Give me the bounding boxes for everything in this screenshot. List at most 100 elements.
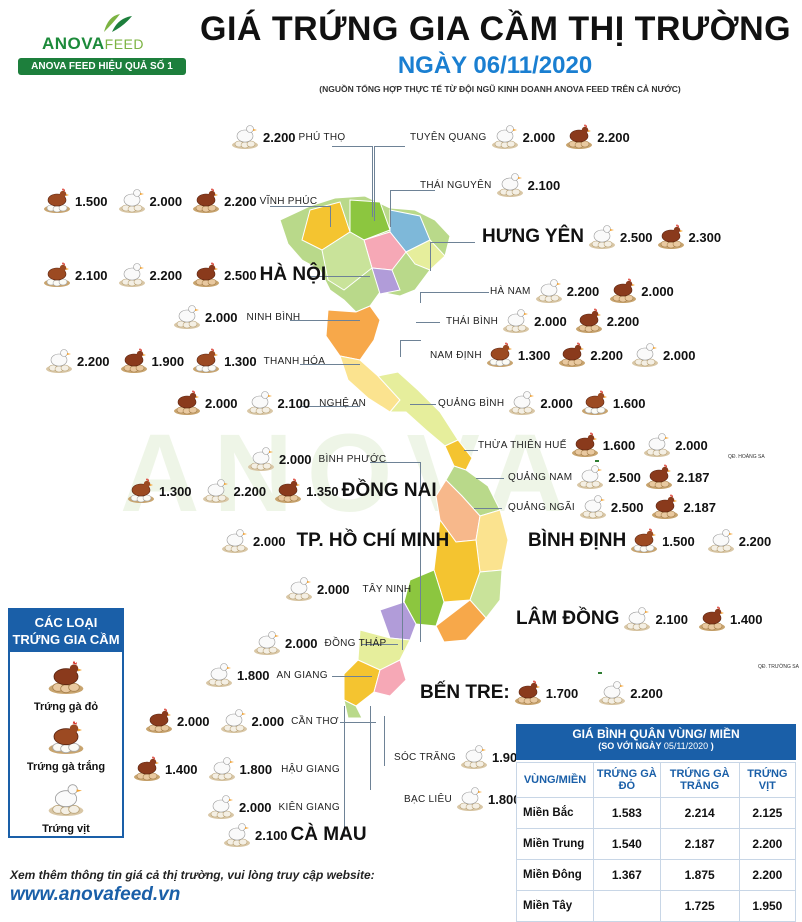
duck-egg-icon [459,744,489,770]
red-chicken-egg-icon [650,494,680,520]
table-cell: Miền Trung [516,828,594,860]
province-name: TÂY NINH [362,583,412,595]
price-duck-egg: 2.200 [149,267,183,283]
province-soc-trang: SÓC TRĂNG 1.900 [394,744,525,770]
province-name: PHÚ THỌ [298,131,346,143]
duck-egg-icon [220,528,250,554]
price-duck-egg: 2.000 [205,309,238,325]
legend-item-white-chicken: Trứng gà trắng [10,720,122,773]
leader-line [390,190,435,227]
price-duck-egg: 2.200 [263,129,296,145]
province-ca-mau: 2.100 CÀ MAU [222,822,367,848]
duck-egg-icon [578,494,608,520]
page-title: GIÁ TRỨNG GIA CẦM THỊ TRƯỜNG [200,10,792,48]
province-name: BẠC LIÊU [404,793,452,805]
province-name: ĐỒNG NAI [341,480,437,501]
table-cell: 2.187 [659,828,740,860]
leader-line [310,276,370,278]
table-cell: 1.583 [593,797,661,829]
price-duck-egg: 2.000 [239,799,272,815]
price-duck-egg: 2.000 [251,713,285,729]
egg-type-legend: CÁC LOẠI TRỨNG GIA CẦM Trứng gà đỏ Trứng… [8,608,124,838]
legend-label: Trứng gà trắng [26,761,106,773]
legend-label: Trứng vịt [42,823,90,835]
price-red-chicken-egg: 2.200 [597,129,630,145]
leader-line [270,206,331,227]
province-phu-tho: 2.200 PHÚ THỌ [230,124,345,150]
leader-line [430,242,475,271]
price-red-chicken-egg: 2.200 [606,313,640,329]
price-red-chicken-egg: 2.000 [205,395,238,411]
red-chicken-egg-icon [144,708,174,734]
col-header-duck: TRỨNG VỊT [738,762,797,798]
price-duck-egg: 2.000 [522,129,556,145]
price-white-chicken-egg: 2.100 [75,267,108,283]
price-red-chicken-egg: 1.600 [602,437,636,453]
price-duck-egg: 2.100 [277,395,311,411]
price-white-chicken-egg: 1.500 [662,533,695,549]
duck-egg-icon [222,822,252,848]
price-red-chicken-egg: 2.200 [590,347,623,363]
price-red-chicken-egg: 1.400 [729,611,763,627]
duck-egg-icon [490,124,520,150]
province-name: BẾN TRE: [420,682,510,703]
province-name: HÀ NAM [490,285,531,297]
province-name: SÓC TRĂNG [394,751,456,763]
province-tuyen-quang: TUYÊN QUANG 2.000 2.200 [410,124,630,150]
table-cell: 2.125 [738,797,797,829]
source-note: (NGUỒN TỔNG HỢP THỰC TẾ TỪ ĐỘI NGŨ KINH … [319,84,681,94]
website-link[interactable]: www.anovafeed.vn [10,884,181,905]
col-header-white-chicken: TRỨNG GÀ TRẮNG [659,762,740,798]
duck-egg-icon [284,576,314,602]
col-header-red-chicken: TRỨNG GÀ ĐỎ [593,762,661,798]
province-name: KIÊN GIANG [278,801,340,813]
duck-egg-icon [207,756,237,782]
province-thai-nguyen: THÁI NGUYÊN 2.100 [420,172,560,198]
province-ninh-binh: 2.000 NINH BÌNH [172,304,300,330]
white-chicken-egg-icon [126,478,156,504]
white-chicken-egg-icon [42,262,72,288]
price-white-chicken-egg: 1.300 [517,347,551,363]
duck-egg-icon [204,662,234,688]
price-duck-egg: 2.000 [279,451,312,467]
page-date: NGÀY 06/11/2020 [397,52,593,79]
province-binh-dinh: BÌNH ĐỊNH 1.500 2.200 [528,528,771,554]
table-title-bar: GIÁ BÌNH QUÂN VÙNG/ MIỀN (SO VỚI NGÀY 05… [516,724,796,760]
duck-egg-icon [252,630,282,656]
province-name: HÀ NỘI [259,264,327,285]
table-cell: 1.367 [593,859,661,891]
leader-line [474,508,502,510]
table-compare-date: 05/11/2020 [663,741,709,751]
province-bac-lieu: BẠC LIÊU 1.800 [404,786,521,812]
table-cell [593,890,661,922]
province-quang-ngai: QUẢNG NGÃI 2.500 2.187 [508,494,716,520]
red-chicken-egg-icon [119,348,149,374]
brand-main: ANOVA [42,34,105,53]
leader-line [332,146,373,217]
brand-sub: FEED [104,36,144,52]
leader-line [362,644,398,646]
table-cell: 2.200 [738,859,797,891]
leader-line [370,706,372,790]
red-chicken-egg-icon [46,660,86,696]
price-duck-egg: 2.000 [149,193,183,209]
slogan-ribbon: ANOVA FEED HIỆU QUẢ SỐ 1 [18,58,186,75]
red-chicken-egg-icon [273,478,303,504]
duck-egg-icon [201,478,231,504]
leader-line [344,706,346,836]
province-can-tho: 2.000 2.000 CẦN THƠ [144,708,339,734]
duck-egg-icon [495,172,525,198]
province-name: TUYÊN QUANG [410,131,487,143]
table-header-row: VÙNG/MIỀN TRỨNG GÀ ĐỎ TRỨNG GÀ TRẮNG TRỨ… [516,762,797,798]
leader-line [420,292,489,303]
price-red-chicken-egg: 2.500 [224,267,257,283]
duck-egg-icon [706,528,736,554]
duck-egg-icon [630,342,660,368]
duck-egg-icon [172,304,202,330]
duck-egg-icon [230,124,260,150]
province-name: NGHỆ AN [319,397,367,409]
leader-line [384,716,386,766]
price-duck-egg: 2.000 [662,347,696,363]
table-cell: Miền Tây [516,890,594,922]
price-red-chicken-egg: 2.300 [688,229,722,245]
